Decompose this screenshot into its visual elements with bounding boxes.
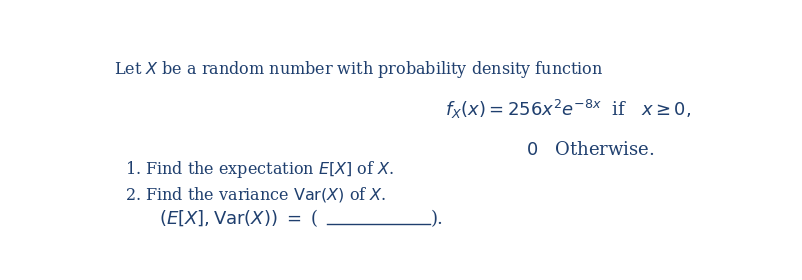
Text: 2. Find the variance $\mathrm{Var}(X)$ of $X$.: 2. Find the variance $\mathrm{Var}(X)$ o… [125, 185, 387, 204]
Text: $(E[X], \mathrm{Var}(X))$ $=$ (: $(E[X], \mathrm{Var}(X))$ $=$ ( [160, 207, 318, 229]
Text: $f_X(x) = 256x^2e^{-8x}$  if   $x \geq 0,$: $f_X(x) = 256x^2e^{-8x}$ if $x \geq 0,$ [445, 98, 691, 121]
Text: ).: ). [431, 210, 444, 228]
Text: 1. Find the expectation $E[X]$ of $X$.: 1. Find the expectation $E[X]$ of $X$. [125, 159, 394, 180]
Text: $0$   Otherwise.: $0$ Otherwise. [526, 141, 654, 159]
Text: Let $X$ be a random number with probability density function: Let $X$ be a random number with probabil… [114, 59, 603, 80]
